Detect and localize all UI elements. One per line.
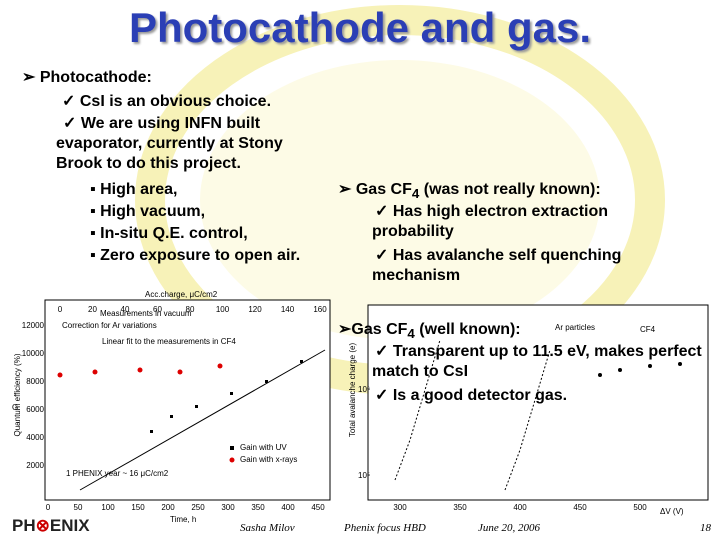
subitem: ▪ High vacuum,	[90, 203, 206, 220]
text: We are using INFN built evaporator, curr…	[56, 115, 283, 172]
y-tick-label: 2000	[26, 461, 44, 470]
note: Correction for Ar variations	[62, 321, 157, 330]
x-tick-label: 150	[131, 503, 145, 512]
note: Measurements in vacuum	[100, 309, 192, 318]
x-tick-label: 50	[74, 503, 83, 512]
axis-title: G	[12, 403, 18, 412]
bullet: ➢ Gas CF4 (was not really known):	[338, 181, 601, 202]
text: Transparent up to 11.5 eV, makes perfect…	[372, 343, 702, 380]
event: Phenix focus HBD	[344, 522, 426, 534]
top-tick-label: 140	[281, 305, 295, 314]
y-tick-label: 4000	[26, 433, 44, 442]
text: In-situ Q.E. control,	[100, 225, 248, 242]
y-tick-label: 10⁶	[358, 385, 370, 394]
text: (well known):	[414, 321, 521, 338]
subscript: 4	[411, 186, 420, 202]
item: ✓ We are using INFN built evaporator, cu…	[56, 115, 283, 172]
text: Has high electron extraction probability	[372, 203, 609, 240]
text: Gas CF	[351, 321, 408, 338]
bullet: ➢Gas CF4 (well known):	[338, 321, 521, 342]
x-tick-label: 350	[251, 503, 265, 512]
legend-marker	[229, 457, 235, 463]
axis-title: ΔV (V)	[660, 507, 684, 516]
top-tick-label: 80	[186, 305, 195, 314]
text: Has avalanche self quenching mechanism	[372, 247, 622, 284]
item: ✓ Has avalanche self quenching mechanism	[372, 247, 622, 284]
subitem: ▪ High area,	[90, 181, 178, 198]
y-tick-label: 12000	[22, 321, 45, 330]
title: Photocathode and gas.	[128, 4, 592, 51]
top-tick-label: 0	[58, 305, 63, 314]
x-tick-label: 0	[46, 503, 51, 512]
legend-marker	[230, 446, 234, 450]
x-tick-label: 100	[101, 503, 115, 512]
top-tick-label: 100	[216, 305, 230, 314]
y-tick-label: 8000	[26, 377, 44, 386]
y-tick-label: 6000	[26, 405, 44, 414]
plot-right: Total avalanche charge (e) ΔV (V) CF4 Ar…	[348, 304, 709, 516]
subscript: 4	[407, 326, 415, 342]
top-tick-label: 40	[121, 305, 130, 314]
subitem: ▪ In-situ Q.E. control,	[90, 225, 248, 242]
item: ✓ CsI is an obvious choice.	[62, 93, 272, 110]
plot-left: Acc.charge, μC/cm2 0 20 40 60 80 100 120 140 160…	[12, 290, 331, 524]
frame	[367, 304, 709, 501]
top-tick-label: 60	[153, 305, 162, 314]
text: Gas CF	[355, 181, 412, 198]
author: Sasha Milov	[240, 522, 295, 534]
x-tick-label: 300	[393, 503, 407, 512]
legend: Ar particles	[555, 323, 595, 332]
axis-title: Acc.charge, μC/cm2	[145, 290, 218, 299]
x-tick-label: 300	[221, 503, 235, 512]
x-tick-label: 450	[573, 503, 587, 512]
legend: Gain with UV	[240, 443, 287, 452]
frame	[44, 299, 331, 501]
note: 1 PHENIX year ~ 16 μC/cm2	[66, 469, 169, 478]
logo-text: ENIX	[49, 516, 90, 535]
x-tick-label: 250	[191, 503, 205, 512]
x-tick-label: 450	[311, 503, 325, 512]
item: ✓ Is a good detector gas.	[375, 387, 568, 404]
fit-line	[79, 349, 326, 491]
text: Zero exposure to open air.	[100, 247, 301, 264]
axis-title: Time, h	[170, 515, 196, 524]
axis-title: Total avalanche charge (e)	[348, 343, 357, 438]
logo: PH⊗ENIX	[12, 516, 90, 535]
text: High area,	[100, 181, 178, 198]
item: ✓ Transparent up to 11.5 eV, makes perfe…	[372, 343, 702, 380]
x-tick-label: 400	[513, 503, 527, 512]
x-tick-label: 200	[161, 503, 175, 512]
top-tick-label: 120	[248, 305, 262, 314]
heading: Photocathode:	[39, 69, 152, 86]
x-tick-label: 350	[453, 503, 467, 512]
y-tick-label: 10000	[22, 349, 45, 358]
y-tick-label: 10⁵	[358, 471, 370, 480]
legend: CF4	[640, 325, 656, 334]
note: Linear fit to the measurements in CF4	[102, 337, 236, 346]
item: ✓ Has high electron extraction probabili…	[372, 203, 609, 240]
text: Is a good detector gas.	[392, 387, 568, 404]
bullet: ➢ Photocathode:	[22, 69, 152, 86]
logo-text: PH	[12, 516, 36, 535]
axis-title: Quantum efficiency (%)	[13, 353, 22, 436]
legend: Gain with x-rays	[240, 455, 297, 464]
text: (was not really known):	[419, 181, 601, 198]
date: June 20, 2006	[478, 522, 541, 534]
text: High vacuum,	[100, 203, 206, 220]
x-tick-label: 400	[281, 503, 295, 512]
text: CsI is an obvious choice.	[79, 93, 272, 110]
x-tick-label: 500	[633, 503, 647, 512]
page-number: 18	[700, 522, 711, 534]
top-tick-label: 20	[88, 305, 97, 314]
top-tick-label: 160	[313, 305, 327, 314]
subitem: ▪ Zero exposure to open air.	[90, 247, 301, 264]
